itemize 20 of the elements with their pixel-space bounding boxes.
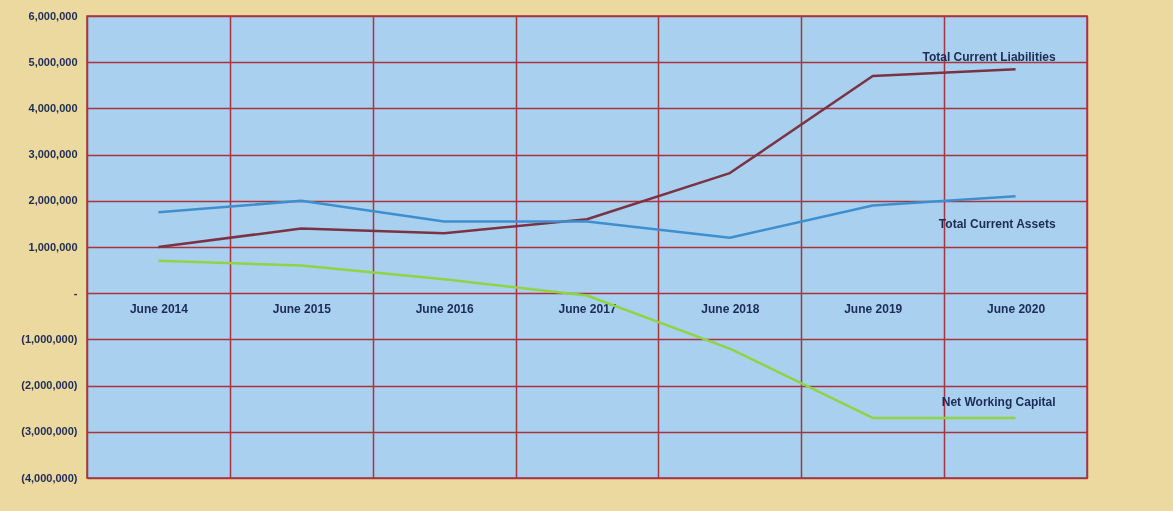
- x-tick-label: June 2019: [844, 301, 903, 316]
- x-tick-label: June 2015: [272, 301, 332, 316]
- y-tick-label: (1,000,000): [21, 332, 78, 345]
- y-tick-label: 4,000,000: [28, 101, 78, 114]
- x-tick-label: June 2016: [415, 301, 474, 316]
- x-tick-label: June 2020: [987, 301, 1046, 316]
- x-tick-label: June 2018: [701, 301, 760, 316]
- x-tick-label: June 2014: [129, 301, 189, 316]
- y-tick-label: (2,000,000): [21, 379, 78, 392]
- y-tick-label: 5,000,000: [28, 55, 78, 68]
- line-series: [157, 67, 1017, 249]
- y-tick-label: -: [73, 286, 78, 299]
- line-series: [157, 194, 1017, 240]
- y-tick-label: 1,000,000: [28, 240, 78, 253]
- line-series: [157, 259, 1017, 420]
- y-tick-label: 2,000,000: [28, 194, 78, 207]
- y-tick-label: (4,000,000): [21, 471, 78, 484]
- y-tick-label: 3,000,000: [28, 148, 78, 161]
- y-tick-label: 6,000,000: [28, 9, 78, 22]
- y-tick-label: (3,000,000): [21, 425, 78, 438]
